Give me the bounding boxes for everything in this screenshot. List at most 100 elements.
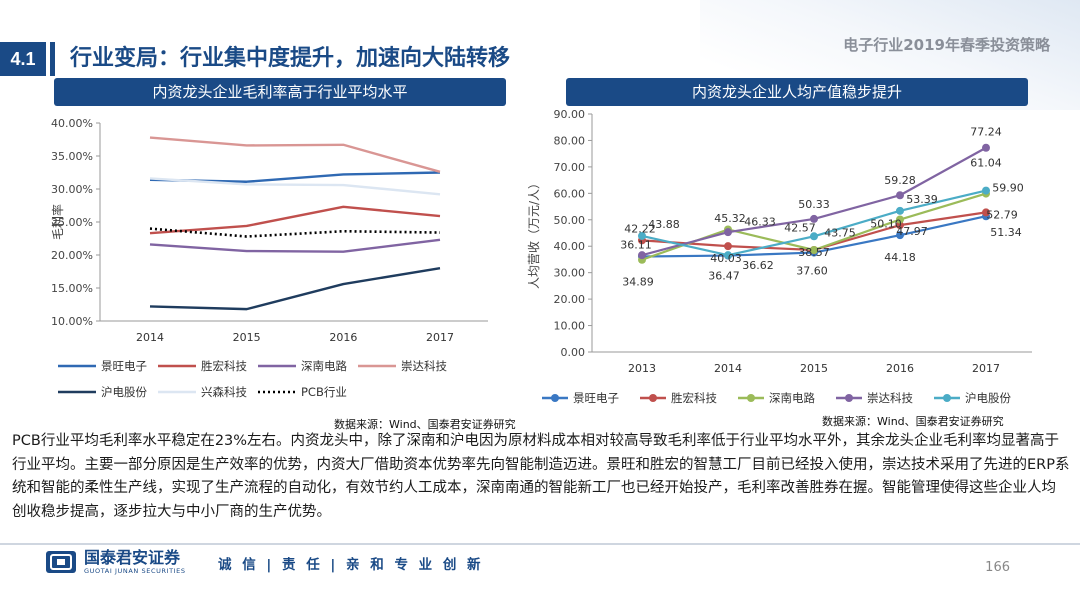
- chart-2-source: 数据来源：Wind、国泰君安证券研究: [822, 415, 1004, 428]
- data-label: 59.28: [884, 174, 916, 187]
- y-tick-label: 35.00%: [51, 150, 93, 163]
- x-tick-label: 2013: [628, 362, 656, 375]
- legend-label: 景旺电子: [573, 391, 619, 405]
- company-logo: 国泰君安证券 GUOTAI JUNAN SECURITIES: [46, 549, 186, 575]
- series-line-2: [149, 238, 441, 253]
- data-label: 47.97: [896, 225, 928, 238]
- y-tick-label: 90.00: [554, 108, 586, 121]
- x-tick-label: 2014: [714, 362, 742, 375]
- y-tick-label: 50.00: [554, 214, 586, 227]
- series-point: [982, 208, 990, 217]
- x-tick-label: 2016: [329, 331, 357, 344]
- legend-marker: [845, 394, 853, 402]
- company-motto: 诚 信 | 责 任 | 亲 和 专 业 创 新: [218, 557, 484, 573]
- y-tick-label: 40.00%: [51, 117, 93, 130]
- chart-1-source: 数据来源：Wind、国泰君安证券研究: [334, 418, 516, 431]
- data-label: 34.89: [622, 276, 654, 289]
- series-point: [896, 206, 904, 215]
- y-tick-label: 30.00%: [51, 183, 93, 196]
- legend-label: 沪电股份: [965, 391, 1011, 405]
- y-tick-label: 10.00: [554, 320, 586, 333]
- data-label: 37.60: [796, 265, 828, 278]
- x-tick-label: 2017: [426, 331, 454, 344]
- y-tick-label: 30.00: [554, 267, 586, 280]
- series-point: [896, 231, 904, 240]
- data-label: 42.57: [784, 221, 816, 234]
- y-tick-label: 20.00: [554, 293, 586, 306]
- series-point: [810, 232, 818, 241]
- series-point: [638, 231, 646, 240]
- page-title: 行业变局：行业集中度提升，加速向大陆转移: [70, 46, 511, 71]
- data-label: 51.34: [990, 226, 1022, 239]
- data-label: 36.47: [708, 270, 740, 283]
- series-line-3: [149, 136, 441, 173]
- y-tick-label: 15.00%: [51, 282, 93, 295]
- data-label: 43.75: [824, 226, 856, 239]
- legend-label: 深南电路: [769, 391, 815, 405]
- section-number-badge: 4.1: [0, 42, 46, 76]
- legend-label: 胜宏科技: [671, 391, 717, 405]
- series-point: [896, 221, 904, 230]
- data-label: 45.32: [714, 212, 746, 225]
- series-line-6: [149, 227, 441, 238]
- y-tick-label: 0.00: [561, 346, 586, 359]
- series-line-1: [149, 205, 441, 235]
- legend-label: 景旺电子: [101, 359, 147, 373]
- chart-2-svg: 0.00 10.00 20.00 30.00 40.00 50.00 60.00 70.00 8…: [527, 108, 1032, 405]
- data-label: 53.39: [906, 193, 938, 206]
- x-tick-label: 2016: [886, 362, 914, 375]
- series-point: [638, 251, 646, 260]
- data-label: 42.22: [624, 222, 656, 235]
- series-point: [982, 143, 990, 152]
- legend-marker: [747, 394, 755, 402]
- series-point: [982, 186, 990, 195]
- series-point: [896, 191, 904, 200]
- data-label: 46.33: [744, 215, 776, 228]
- y-tick-label: 25.00%: [51, 216, 93, 229]
- legend-label: 崇达科技: [401, 359, 447, 373]
- legend-label: 沪电股份: [101, 385, 147, 399]
- series-point: [724, 228, 732, 237]
- y-tick-label: 20.00%: [51, 249, 93, 262]
- section-divider: [50, 42, 55, 76]
- data-label: 50.33: [798, 198, 830, 211]
- legend-label: 深南电路: [301, 359, 347, 373]
- chart-2-title: 内资龙头企业人均产值稳步提升: [566, 78, 1028, 106]
- x-tick-label: 2015: [800, 362, 828, 375]
- data-label: 77.24: [970, 126, 1002, 139]
- data-label: 52.79: [986, 208, 1018, 221]
- legend-label: PCB行业: [301, 385, 347, 399]
- data-label: 38.57: [798, 246, 830, 259]
- data-label: 36.62: [742, 259, 774, 272]
- y-axis-label: 毛利率: [50, 204, 65, 240]
- series-line-5: [149, 177, 441, 196]
- series-point: [724, 251, 732, 260]
- series-point: [896, 215, 904, 224]
- legend-label: 崇达科技: [867, 391, 913, 405]
- y-tick-label: 60.00: [554, 187, 586, 200]
- series-line-4: [149, 267, 441, 311]
- y-axis-label: 人均营收（万元/人）: [527, 177, 541, 289]
- legend-label: 胜宏科技: [201, 359, 247, 373]
- x-tick-label: 2014: [136, 331, 164, 344]
- company-name-en: GUOTAI JUNAN SECURITIES: [84, 567, 186, 575]
- y-tick-label: 70.00: [554, 161, 586, 174]
- data-label: 43.88: [648, 218, 680, 231]
- chart-1-title: 内资龙头企业毛利率高于行业平均水平: [54, 78, 506, 106]
- series-point: [810, 246, 818, 255]
- y-tick-label: 40.00: [554, 240, 586, 253]
- company-name-cn: 国泰君安证券: [84, 548, 181, 567]
- x-tick-label: 2015: [233, 331, 261, 344]
- legend-marker: [943, 394, 951, 402]
- body-paragraph: PCB行业平均毛利率水平稳定在23%左右。内资龙头中，除了深南和沪电因为原材料成…: [12, 433, 1070, 520]
- legend-label: 兴森科技: [201, 385, 247, 399]
- x-tick-label: 2017: [972, 362, 1000, 375]
- footer-divider: [0, 543, 1080, 545]
- legend-marker: [551, 394, 559, 402]
- series-point: [810, 214, 818, 223]
- data-label: 40.03: [710, 252, 742, 265]
- data-label: 36.11: [620, 239, 652, 252]
- data-label: 44.18: [884, 251, 916, 264]
- y-tick-label: 10.00%: [51, 315, 93, 328]
- logo-mark-icon: [46, 551, 76, 573]
